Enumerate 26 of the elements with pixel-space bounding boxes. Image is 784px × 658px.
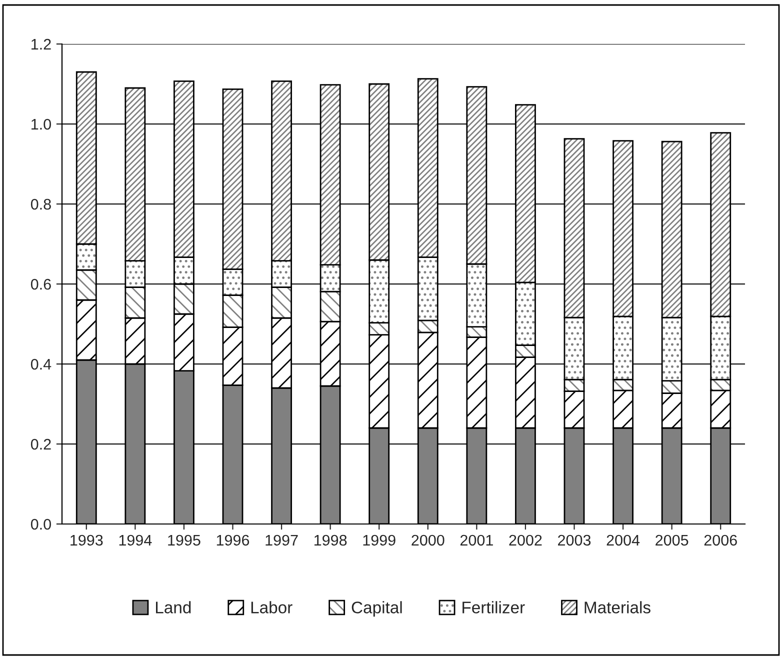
- x-tick-label: 1993: [70, 534, 103, 546]
- legend-label: Land: [156, 601, 191, 614]
- y-tick-label: 1.0: [32, 118, 51, 130]
- x-tick-label: 1998: [314, 534, 347, 546]
- y-tick-label: 0.4: [30, 358, 52, 370]
- x-tick-label: 1999: [363, 534, 396, 546]
- legend-label: Labor: [251, 601, 292, 614]
- x-tick-label: 2004: [606, 534, 640, 546]
- legend-label: Capital: [352, 601, 402, 617]
- x-tick-label: 2005: [656, 534, 688, 546]
- y-tick-label: 1.2: [32, 38, 51, 50]
- x-tick-label: 2001: [460, 534, 493, 546]
- legend-label: Fertilizer: [462, 601, 525, 614]
- x-tick-label: 2003: [558, 534, 591, 546]
- y-tick-label: 0.8: [30, 198, 51, 210]
- x-tick-label: 1994: [119, 534, 152, 546]
- legend-label: Materials: [584, 601, 650, 614]
- y-tick-label: 0.2: [30, 438, 51, 450]
- x-tick-label: 2002: [509, 534, 542, 546]
- x-tick-label: 1997: [266, 534, 298, 546]
- x-tick-label: 1995: [168, 534, 200, 546]
- x-tick-label: 1996: [216, 534, 250, 546]
- y-tick-label: 0.0: [30, 518, 51, 530]
- y-tick-label: 0.6: [30, 278, 51, 290]
- x-tick-label: 2006: [704, 534, 737, 546]
- x-tick-label: 2000: [412, 534, 444, 546]
